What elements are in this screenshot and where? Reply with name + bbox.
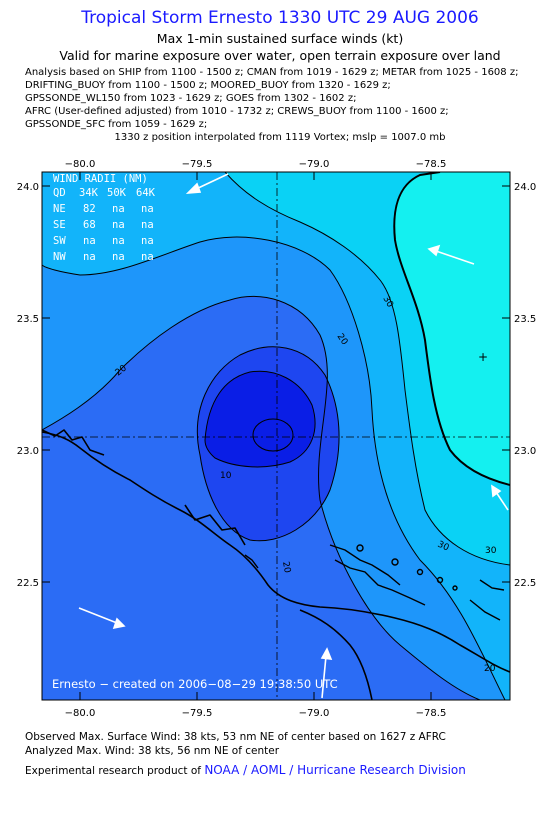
coastline bbox=[42, 429, 510, 700]
product-org-link[interactable]: NOAA / AOML / Hurricane Research Divisio… bbox=[204, 763, 466, 777]
wind-radii-cell: 82 bbox=[83, 203, 96, 215]
lon-label: −79.0 bbox=[299, 159, 330, 170]
lat-label: 23.0 bbox=[514, 446, 536, 457]
wind-radii-row: SW na na na bbox=[53, 235, 154, 247]
lat-labels-left: 24.0 23.5 23.0 22.5 bbox=[17, 182, 39, 589]
wind-radii-table: WIND RADII (NM) QD 34K 50K 64K NE 82 na … bbox=[53, 173, 156, 263]
wind-arrow bbox=[78, 607, 126, 630]
lon-label: −80.0 bbox=[65, 708, 96, 719]
wind-radii-col: 34K bbox=[79, 187, 99, 199]
contour-35-bold bbox=[393, 172, 510, 486]
lon-label: −79.0 bbox=[299, 708, 330, 719]
lon-label: −80.0 bbox=[65, 159, 96, 170]
wind-arrow bbox=[185, 173, 229, 194]
contour-label: 10 bbox=[220, 471, 232, 481]
lon-labels-top: −80.0 −79.5 −79.0 −78.5 bbox=[65, 159, 447, 170]
wind-radii-cell: NE bbox=[53, 203, 66, 215]
map-subtitle: Max 1-min sustained surface winds (kt) bbox=[156, 31, 404, 46]
wind-radii-title: WIND RADII (NM) bbox=[53, 173, 148, 185]
wind-analysis-map: −80.0 −79.5 −79.0 −78.5 −80.0 −79.5 −79.… bbox=[17, 159, 537, 719]
contour-lines bbox=[42, 172, 510, 700]
keys-islands bbox=[244, 544, 505, 621]
contour-label: 20 bbox=[484, 664, 496, 674]
wind-radii-row: NW na na na bbox=[53, 251, 154, 263]
center-crosshair bbox=[42, 172, 510, 700]
wind-arrows bbox=[78, 173, 509, 699]
band-lt10 bbox=[205, 371, 316, 467]
wind-radii-col: 64K bbox=[136, 187, 156, 199]
wind-radii-cell: na bbox=[141, 203, 154, 215]
wind-radii-cell: 68 bbox=[83, 219, 96, 231]
credit-text: Ernesto − created on 2006−08−29 19:38:50… bbox=[52, 677, 338, 691]
lon-label: −79.5 bbox=[182, 708, 213, 719]
observed-max-wind: Observed Max. Surface Wind: 38 kts, 53 n… bbox=[25, 731, 446, 743]
lat-label: 22.5 bbox=[17, 578, 39, 589]
contour-label: 20 bbox=[280, 561, 292, 574]
lat-label: 22.5 bbox=[514, 578, 536, 589]
map-title: Tropical Storm Ernesto 1330 UTC 29 AUG 2… bbox=[81, 8, 479, 28]
wind-radii-cell: SE bbox=[53, 219, 66, 231]
lat-label: 23.0 bbox=[17, 446, 39, 457]
source-line: GPSSONDE_WL150 from 1023 - 1629 z; GOES … bbox=[25, 93, 357, 104]
contour-label: 30 bbox=[485, 546, 497, 556]
analyzed-max-wind: Analyzed Max. Wind: 38 kts, 56 nm NE of … bbox=[25, 745, 280, 757]
lat-label: 24.0 bbox=[514, 182, 536, 193]
source-line: DRIFTING_BUOY from 1100 - 1500 z; MOORED… bbox=[25, 80, 391, 91]
validity-note: Valid for marine exposure over water, op… bbox=[59, 48, 501, 63]
wind-radii-cell: SW bbox=[53, 235, 66, 247]
contour-label: 30 bbox=[436, 540, 451, 554]
wind-radii-cell: na bbox=[112, 219, 125, 231]
position-note: 1330 z position interpolated from 1119 V… bbox=[114, 132, 446, 143]
wind-arrow bbox=[320, 647, 333, 699]
wind-radii-cell: na bbox=[112, 251, 125, 263]
wind-radii-col: QD bbox=[53, 187, 66, 199]
lon-label: −78.5 bbox=[416, 159, 447, 170]
lat-label: 24.0 bbox=[17, 182, 39, 193]
wind-radii-cell: na bbox=[83, 251, 96, 263]
wind-radii-row: NE 82 na na bbox=[53, 203, 154, 215]
wind-radii-header: QD 34K 50K 64K bbox=[53, 187, 156, 199]
source-line: GPSSONDE_SFC from 1059 - 1629 z; bbox=[25, 119, 208, 130]
wind-contour-field bbox=[42, 172, 510, 700]
product-prefix: Experimental research product of bbox=[25, 765, 205, 777]
wind-radii-row: SE 68 na na bbox=[53, 219, 154, 231]
lon-label: −78.5 bbox=[416, 708, 447, 719]
lon-label: −79.5 bbox=[182, 159, 213, 170]
source-line: AFRC (User-defined adjusted) from 1010 -… bbox=[25, 106, 449, 117]
lat-label: 23.5 bbox=[514, 314, 536, 325]
wind-radii-col: 50K bbox=[107, 187, 127, 199]
wind-radii-cell: na bbox=[112, 203, 125, 215]
lat-label: 23.5 bbox=[17, 314, 39, 325]
source-line: Analysis based on SHIP from 1100 - 1500 … bbox=[25, 67, 519, 78]
plot-frame bbox=[41, 171, 511, 701]
wind-arrow bbox=[427, 244, 475, 265]
lat-labels-right: 24.0 23.5 23.0 22.5 bbox=[514, 182, 536, 589]
wind-radii-cell: na bbox=[112, 235, 125, 247]
wind-arrow bbox=[491, 484, 509, 511]
lon-labels-bottom: −80.0 −79.5 −79.0 −78.5 bbox=[65, 708, 447, 719]
wind-radii-cell: na bbox=[141, 251, 154, 263]
axis-ticks bbox=[42, 172, 510, 700]
wind-radii-cell: na bbox=[141, 219, 154, 231]
product-credit: Experimental research product of NOAA / … bbox=[25, 763, 466, 777]
wind-radii-cell: na bbox=[83, 235, 96, 247]
plus-marker-icon: + bbox=[478, 350, 488, 364]
wind-radii-cell: NW bbox=[53, 251, 66, 263]
storm-center-contour bbox=[252, 418, 294, 452]
wind-radii-cell: na bbox=[141, 235, 154, 247]
band-gt35 bbox=[394, 172, 510, 485]
